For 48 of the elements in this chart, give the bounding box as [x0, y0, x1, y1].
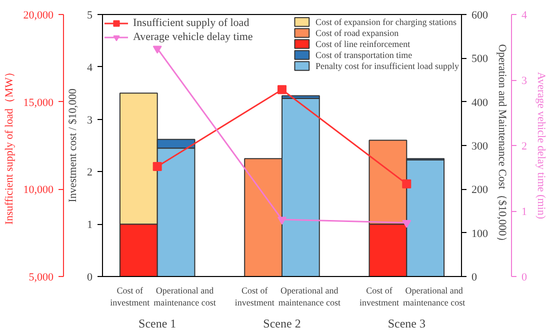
y-axis-title: Investment cost / $10,000	[67, 88, 79, 202]
y-tick-label: 10,000	[23, 184, 54, 196]
point	[152, 162, 162, 171]
x-tick-label: Cost of investment	[110, 286, 150, 308]
x-tick-label: Scene 2	[263, 316, 301, 330]
y2-tick-label: 400	[472, 96, 488, 109]
legend-label: Cost of expansion for charging stations	[315, 16, 457, 27]
y-axis-title: Insufficient supply of load（MW）	[3, 66, 16, 225]
legend-label: Average vehicle delay time	[133, 31, 253, 43]
y-tick-label: 20,000	[23, 10, 54, 22]
y-tick-label: 2	[87, 166, 92, 179]
x-tick-label: Scene 3	[388, 316, 426, 330]
y2-tick-label: 200	[472, 184, 488, 196]
y2-tick-label: 0	[472, 272, 478, 284]
y2-axis-title: Operation and Maintenance Cost（$10,000）	[496, 44, 508, 247]
x-tick-label: Operational and maintenance cost	[154, 286, 216, 308]
legend-label: Cost of road expansion	[315, 27, 399, 38]
legend-label: Insufficient supply of load	[133, 17, 250, 29]
y2-tick-label: 4	[522, 10, 528, 22]
y-tick-label: 5,000	[28, 272, 54, 284]
x-tick-label: Operational and maintenance cost	[278, 286, 342, 308]
legend-label: Penalty cost for insufficient load supply	[315, 60, 459, 71]
point	[402, 179, 412, 188]
y2-tick-label: 500	[472, 53, 488, 66]
point	[152, 46, 162, 54]
y-tick-label: 4	[87, 62, 93, 74]
legend-label: Cost of transportation time	[315, 49, 412, 60]
y2-tick-label: 2	[522, 140, 527, 152]
y2-tick-label: 300	[472, 140, 488, 152]
y-tick-label: 0	[87, 272, 93, 284]
x-tick-label: Cost of investment	[359, 286, 400, 308]
y2-tick-label: 0	[522, 272, 528, 284]
point	[402, 220, 412, 228]
x-tick-label: Scene 1	[138, 316, 176, 330]
point	[278, 216, 286, 225]
x-tick-label: Cost of investment	[234, 286, 275, 308]
y2-tick-label: 600	[472, 10, 488, 22]
legend-label: Cost of line reinforcement	[315, 38, 410, 49]
y2-tick-label: 1	[522, 206, 527, 218]
y-tick-label: 5	[87, 10, 93, 22]
y2-tick-label: 100	[472, 228, 488, 240]
x-tick-label: Operational and maintenance cost	[402, 286, 466, 308]
y2-axis-title: Average vehicle delay time (min)	[535, 72, 547, 220]
y-tick-label: 15,000	[23, 96, 54, 109]
y-tick-label: 3	[87, 114, 93, 126]
point	[278, 85, 286, 94]
y-tick-label: 1	[87, 219, 92, 232]
y2-tick-label: 3	[522, 75, 528, 87]
